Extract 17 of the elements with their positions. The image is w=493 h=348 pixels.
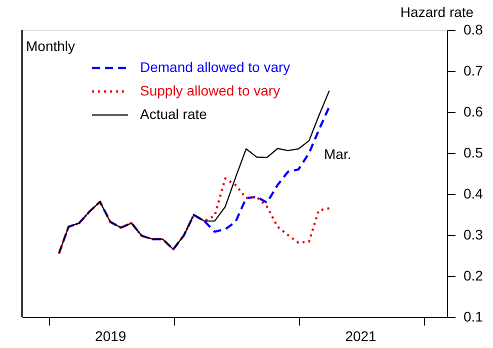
y-axis-title: Hazard rate: [400, 4, 474, 20]
y-tick-label: 0.2: [464, 268, 484, 284]
legend-label: Demand allowed to vary: [140, 59, 290, 75]
x-tick-label: 2021: [345, 328, 377, 344]
y-tick-label: 0.4: [464, 186, 484, 202]
x-tick-label: 2019: [95, 328, 126, 344]
legend-label: Actual rate: [140, 106, 208, 122]
y-tick-label: 0.6: [464, 104, 484, 120]
annotation: Mar.: [324, 146, 352, 162]
y-tick-label: 0.7: [464, 62, 484, 78]
legend-label: Supply allowed to vary: [140, 82, 280, 98]
y-tick-label: 0.8: [464, 22, 484, 38]
line-series: [58, 177, 330, 255]
y-tick-label: 0.5: [464, 144, 484, 160]
y-tick-label: 0.1: [464, 308, 484, 324]
y-tick-label: 0.3: [464, 226, 484, 242]
annotation: Monthly: [26, 38, 76, 54]
